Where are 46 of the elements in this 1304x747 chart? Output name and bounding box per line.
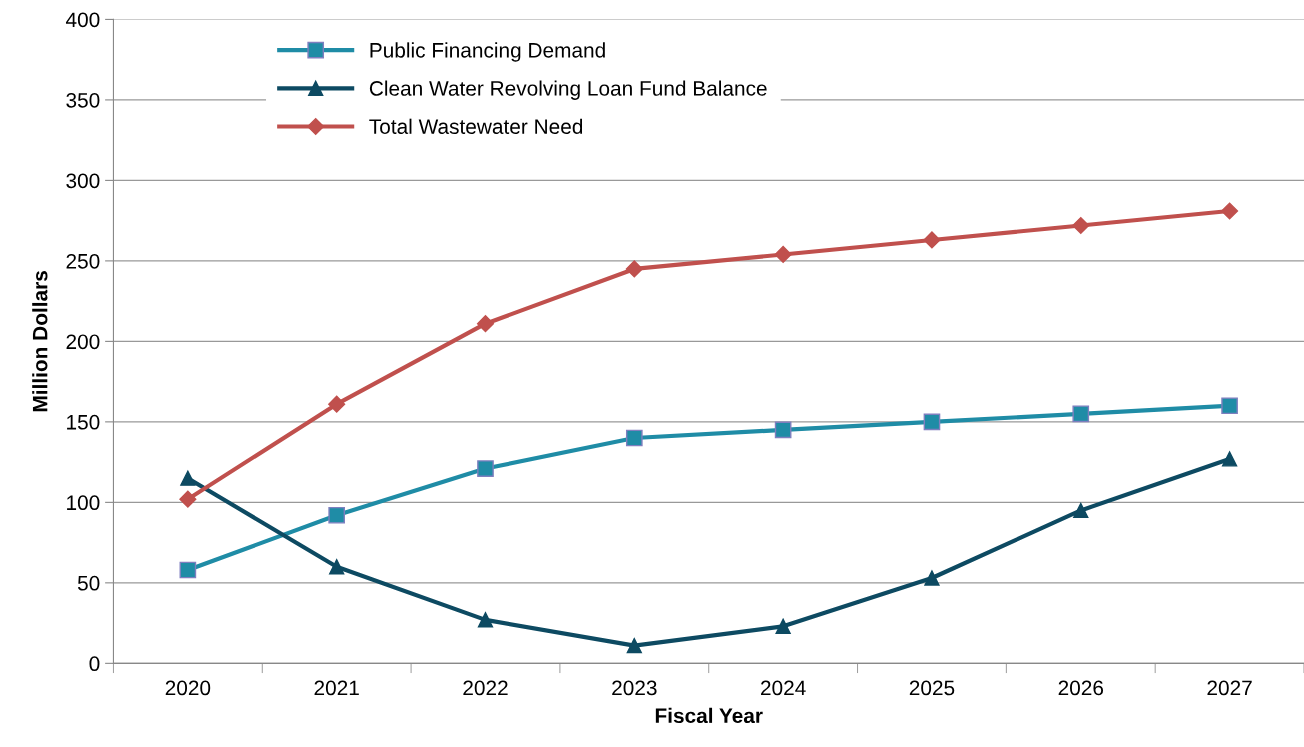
point [774, 421, 792, 439]
legend-label: Public Financing Demand [370, 42, 605, 62]
point [1073, 502, 1089, 519]
x-tick-label: 2023 [612, 680, 657, 696]
point [328, 395, 346, 413]
y-tick-label: 400 [65, 12, 100, 28]
point [329, 559, 345, 575]
x-tick-label: 2026 [1058, 680, 1104, 696]
point [626, 637, 642, 654]
x-tick-label: 2021 [314, 680, 359, 696]
y-tick-label: 150 [67, 414, 100, 430]
point [775, 618, 791, 634]
x-tick-label: 2024 [761, 680, 806, 696]
x-axis-title: Fiscal Year [655, 707, 763, 724]
point [1221, 397, 1238, 415]
legend-label: Total Wastewater Need [369, 118, 583, 134]
y-tick-label: 200 [66, 334, 100, 350]
x-tick-label: 2020 [165, 680, 211, 696]
point [328, 506, 346, 524]
point [1221, 202, 1239, 220]
y-tick-label: 100 [67, 495, 100, 511]
y-tick-label: 250 [66, 253, 100, 269]
y-tick-label: 350 [66, 92, 100, 108]
x-tick-label: 2025 [909, 680, 955, 696]
point [923, 413, 941, 431]
y-axis-title: Million Dollars [32, 271, 48, 412]
point [179, 490, 197, 508]
point [180, 470, 196, 486]
point [477, 612, 494, 628]
legend-label: Clean Water Revolving Loan Fund Balance [369, 80, 767, 100]
point [179, 561, 197, 579]
y-tick-label: 300 [66, 173, 100, 189]
y-tick-label: 0 [89, 656, 100, 672]
y-tick-label: 50 [77, 575, 100, 591]
point [477, 460, 494, 477]
point [625, 429, 643, 447]
point [1072, 405, 1090, 423]
point [1072, 216, 1090, 235]
point [625, 260, 643, 278]
x-tick-label: 2027 [1207, 680, 1252, 696]
point [774, 245, 792, 264]
point [923, 231, 941, 249]
point [1221, 451, 1238, 467]
point [924, 570, 940, 586]
x-tick-label: 2022 [463, 680, 508, 696]
point [476, 315, 495, 333]
